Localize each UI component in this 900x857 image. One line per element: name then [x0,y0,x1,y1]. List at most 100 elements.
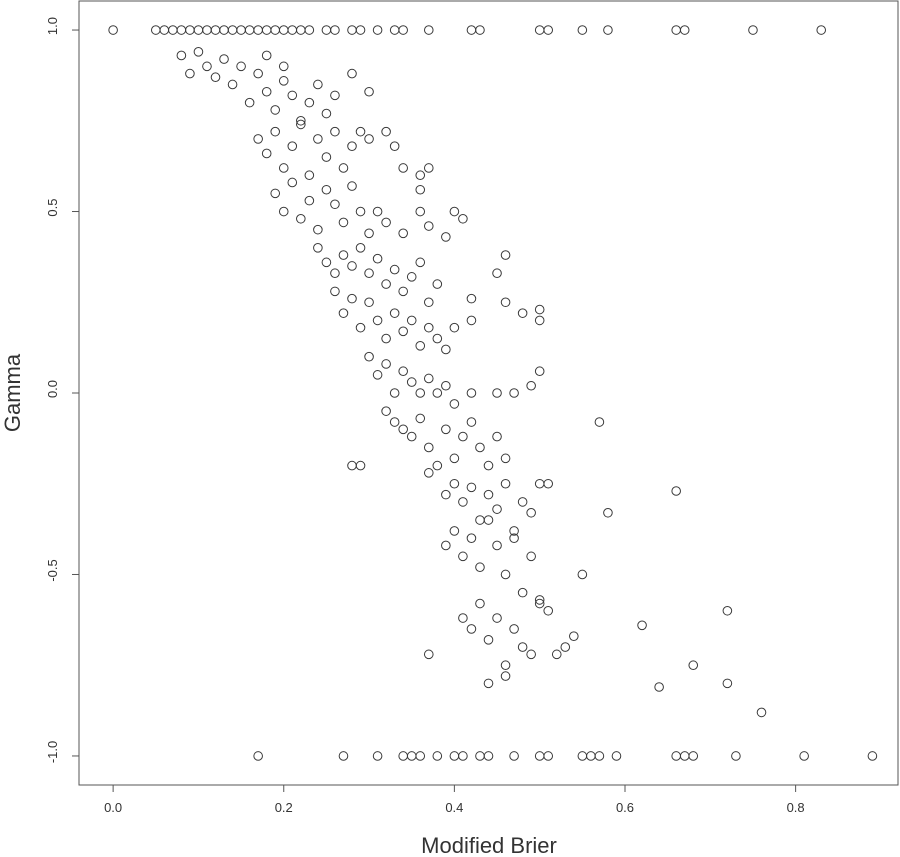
data-point [108,25,118,35]
data-point [458,431,468,442]
data-point [509,533,519,543]
data-point [261,25,272,35]
data-point [338,250,349,260]
data-point [253,751,263,761]
data-point [347,141,357,151]
data-point [270,126,281,137]
data-point [449,322,460,333]
data-point [338,308,349,318]
data-point [671,486,681,496]
data-point [816,25,827,35]
data-point [449,751,460,761]
data-point [517,308,528,318]
data-point [517,642,528,652]
data-point [509,624,519,634]
data-point [432,751,443,761]
data-point [415,206,426,217]
data-point [372,370,383,380]
data-point [321,152,332,162]
data-point [466,417,477,427]
data-point [398,163,408,173]
data-point [381,217,391,228]
y-tick-label: 1.0 [45,17,60,35]
data-point [278,206,289,217]
data-point [321,257,332,268]
data-point [398,25,408,35]
data-point [671,25,681,35]
data-point [372,315,383,326]
data-point [475,442,485,453]
data-point [372,253,383,264]
data-point [679,25,690,35]
data-point [458,213,468,224]
x-tick-label: 0.0 [104,800,122,815]
data-point [330,126,340,137]
data-point [278,163,289,173]
data-point [236,61,246,72]
data-point [287,141,298,151]
data-point [364,134,374,144]
data-point [722,605,733,616]
data-point [423,442,434,453]
data-point [466,482,477,493]
data-point [517,587,528,598]
data-point [500,660,511,671]
data-point [500,297,511,308]
data-point [227,25,238,35]
data-point [543,25,554,35]
data-point [671,751,681,761]
data-point [389,264,400,275]
data-point [492,613,502,623]
data-point [398,286,408,297]
data-point [526,649,536,660]
data-point [236,25,246,35]
data-point [381,333,391,344]
data-point [688,660,699,671]
data-point [304,195,315,206]
data-point [270,25,281,35]
data-point [347,181,357,191]
data-point [330,268,340,279]
data-point [355,322,366,333]
data-point [321,184,332,195]
data-point [219,54,229,64]
data-point [313,134,323,144]
x-tick-label: 0.2 [275,800,293,815]
data-point [381,359,391,369]
y-tick-label: 0.5 [45,198,60,216]
data-point [270,188,281,199]
data-point [193,25,204,35]
data-point [458,497,468,507]
data-point [338,163,349,173]
data-point [287,177,298,188]
data-point [534,315,545,326]
data-point [381,126,391,137]
data-point [534,366,545,377]
data-point [441,380,451,391]
data-point [449,453,460,464]
data-point [432,460,443,471]
data-point [867,751,878,761]
data-point [227,79,238,90]
data-point [415,751,426,761]
data-point [603,25,613,35]
data-point [330,286,340,297]
data-point [526,380,536,391]
data-point [338,217,349,228]
data-point [654,682,664,692]
data-point [364,86,374,97]
data-point [313,224,323,235]
data-point [287,25,298,35]
data-point [534,751,545,761]
data-point [313,79,323,90]
data-point [586,751,596,761]
y-axis-title: Gamma [0,353,25,432]
data-point [500,478,511,489]
data-point [483,515,494,525]
data-point [355,243,366,253]
data-point [296,213,306,224]
points-layer [108,25,878,761]
data-point [722,678,733,689]
data-point [500,671,511,681]
data-point [261,86,272,97]
